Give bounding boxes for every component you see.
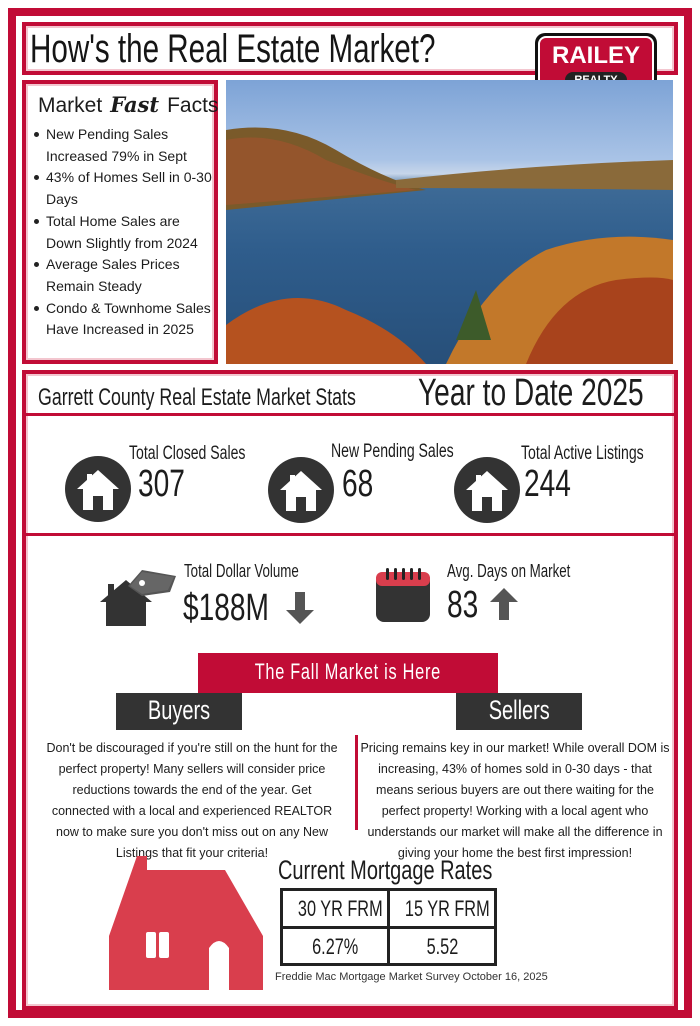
- calendar-icon: [374, 566, 432, 629]
- fact-item: Condo & Townhome Sales Have Increased in…: [32, 298, 218, 341]
- stat-label: New Pending Sales: [331, 441, 454, 462]
- red-house-icon: [107, 856, 265, 995]
- outer-frame: [8, 8, 692, 1018]
- fact-item: 43% of Homes Sell in 0-30 Days: [32, 167, 218, 210]
- house-circle-icon: [268, 457, 334, 523]
- arrow-down-icon: [284, 590, 316, 631]
- stat-value: 244: [524, 463, 571, 505]
- fact-item: Average Sales Prices Remain Steady: [32, 254, 218, 297]
- table-header: 15 YR FRM: [390, 891, 494, 926]
- divider: [22, 413, 678, 416]
- house-circle-icon: [454, 457, 520, 523]
- stats-heading: Garrett County Real Estate Market Stats: [38, 384, 356, 411]
- fact-item: Total Home Sales are Down Slightly from …: [32, 211, 218, 254]
- market-fast-facts: Market Fast Facts New Pending Sales Increa…: [22, 80, 218, 364]
- house-circle-icon: [65, 456, 131, 522]
- divider: [355, 735, 358, 830]
- stat-label: Total Closed Sales: [129, 443, 246, 464]
- mortgage-table: 30 YR FRM 15 YR FRM 6.27% 5.52: [280, 888, 497, 966]
- dom-value: 83: [447, 584, 479, 626]
- fall-market-banner: The Fall Market is Here: [198, 653, 498, 693]
- title-box: [22, 22, 678, 75]
- buyers-heading: Buyers: [116, 693, 242, 730]
- sellers-heading: Sellers: [456, 693, 582, 730]
- mortgage-title: Current Mortgage Rates: [278, 855, 493, 885]
- stat-label: Total Active Listings: [521, 443, 644, 464]
- stat-value: 307: [138, 463, 185, 505]
- divider: [22, 533, 678, 536]
- fast-facts-list: New Pending Sales Increased 79% in Sept …: [32, 124, 218, 341]
- dom-label: Avg. Days on Market: [447, 561, 571, 581]
- buyers-text: Don't be discouraged if you're still on …: [46, 741, 338, 860]
- fact-item: New Pending Sales Increased 79% in Sept: [32, 124, 218, 167]
- sellers-text: Pricing remains key in our market! While…: [360, 741, 670, 860]
- autumn-lake-photo: [226, 80, 673, 364]
- arrow-up-icon: [488, 586, 520, 627]
- volume-label: Total Dollar Volume: [184, 561, 299, 581]
- page-title: How's the Real Estate Market?: [30, 27, 436, 71]
- market-stats-section: [22, 370, 678, 1010]
- fast-facts-title: Market Fast Facts: [38, 92, 219, 117]
- house-price-tag-icon: [98, 562, 180, 633]
- stats-period: Year to Date 2025: [418, 372, 644, 414]
- stat-value: 68: [342, 463, 374, 505]
- table-header: 30 YR FRM: [283, 891, 387, 926]
- table-cell: 5.52: [390, 928, 494, 963]
- mortgage-source: Freddie Mac Mortgage Market Survey Octob…: [275, 971, 548, 983]
- table-cell: 6.27%: [283, 928, 387, 963]
- volume-value: $188M: [183, 587, 269, 629]
